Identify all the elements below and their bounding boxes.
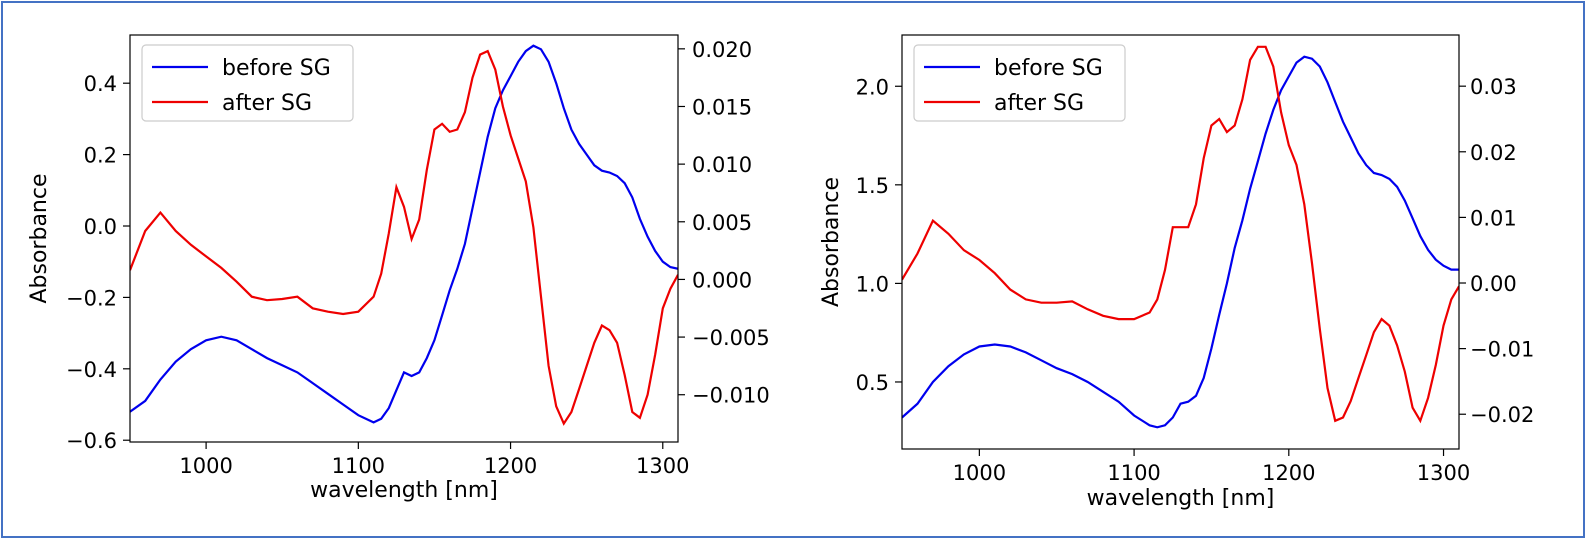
legend-label: before SG — [222, 56, 331, 81]
y-tick-label: 0.4 — [84, 72, 117, 96]
x-tick-label: 1000 — [953, 461, 1006, 485]
series-line-after-sg — [130, 49, 678, 426]
y-tick-label: −0.4 — [66, 358, 117, 382]
x-tick-label: 1200 — [1262, 461, 1315, 485]
plot-area-frame — [129, 34, 679, 443]
x-axis-label: wavelength [nm] — [1087, 486, 1275, 511]
y-tick-label: 1.5 — [856, 174, 889, 198]
y-tick-label: −0.2 — [66, 286, 117, 310]
x-tick-label: 1200 — [484, 454, 537, 478]
y2-tick-label: 0.010 — [692, 153, 752, 177]
x-tick-label: 1100 — [332, 454, 385, 478]
y2-tick-label: 0.000 — [692, 268, 752, 292]
series-line-before-sg — [902, 55, 1459, 429]
y2-tick-label: 0.020 — [692, 38, 752, 62]
y2-tick-label: 0.015 — [692, 95, 752, 119]
y2-tick-label: 0.005 — [692, 211, 752, 235]
y-axis-label: Absorbance — [27, 173, 52, 303]
y-tick-label: 0.0 — [84, 215, 117, 239]
y-axis-label: Absorbance — [819, 177, 844, 307]
y2-tick-label: 0.03 — [1470, 75, 1517, 99]
y2-tick-label: 0.01 — [1470, 206, 1517, 230]
x-tick-label: 1300 — [1417, 461, 1470, 485]
chart-2: 1000 1100 1200 1300 0.5 1.0 1.5 2.0 −0.02 −0.01 0.… — [819, 34, 1534, 511]
y-tick-label: 0.2 — [84, 144, 117, 168]
legend-label: before SG — [994, 56, 1103, 81]
y2-tick-label: −0.02 — [1470, 403, 1534, 427]
y2-tick-label: 0.00 — [1470, 272, 1517, 296]
x-axis-label: wavelength [nm] — [310, 478, 498, 503]
y-tick-label: −0.6 — [66, 429, 117, 453]
y-tick-label: 2.0 — [856, 75, 889, 99]
legend-label: after SG — [994, 91, 1084, 116]
x-tick-label: 1300 — [636, 454, 689, 478]
legend-label: after SG — [222, 91, 312, 116]
plot-area-frame — [901, 34, 1460, 450]
x-tick-label: 1000 — [179, 454, 232, 478]
chart-1: 1000 1100 1200 1300 −0.6 −0.4 −0.2 0.0 0.2 0.4 −0.… — [27, 34, 770, 503]
y2-tick-label: −0.010 — [692, 384, 770, 408]
y2-tick-label: −0.01 — [1470, 338, 1534, 362]
y2-tick-label: −0.005 — [692, 326, 770, 350]
series-line-after-sg — [902, 45, 1459, 424]
series-line-before-sg — [130, 44, 678, 424]
y-tick-label: 0.5 — [856, 371, 889, 395]
y2-tick-label: 0.02 — [1470, 141, 1517, 165]
x-tick-label: 1100 — [1107, 461, 1160, 485]
y-tick-label: 1.0 — [856, 272, 889, 296]
